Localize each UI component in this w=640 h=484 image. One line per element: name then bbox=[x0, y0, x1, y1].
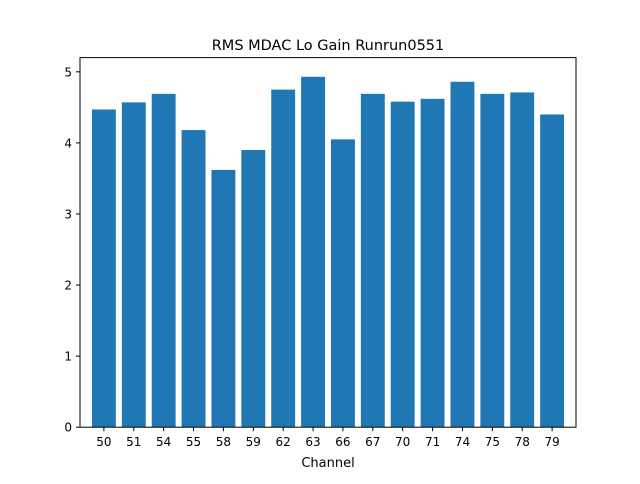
bars-group bbox=[91, 76, 565, 428]
bar-63 bbox=[301, 76, 326, 428]
x-tick-label-78: 78 bbox=[515, 435, 530, 449]
bar-51 bbox=[121, 102, 146, 428]
chart-title: RMS MDAC Lo Gain Runrun0551 bbox=[212, 38, 445, 54]
x-tick-label-79: 79 bbox=[544, 435, 559, 449]
x-tick-label-74: 74 bbox=[455, 435, 470, 449]
bar-75 bbox=[480, 93, 505, 428]
y-tick-label-3: 3 bbox=[64, 207, 72, 221]
bar-50 bbox=[91, 109, 116, 428]
x-tick-label-63: 63 bbox=[305, 435, 320, 449]
y-tick-label-5: 5 bbox=[64, 65, 72, 79]
x-tick-label-66: 66 bbox=[335, 435, 350, 449]
y-tick-label-0: 0 bbox=[64, 421, 72, 435]
bar-67 bbox=[360, 93, 385, 428]
x-tick-label-62: 62 bbox=[276, 435, 291, 449]
y-tick-label-1: 1 bbox=[64, 350, 72, 364]
y-tick-label-2: 2 bbox=[64, 279, 72, 293]
x-tick-label-59: 59 bbox=[246, 435, 261, 449]
x-axis-label: Channel bbox=[301, 456, 354, 471]
bar-55 bbox=[181, 130, 206, 428]
plot-frame bbox=[79, 57, 577, 428]
bar-74 bbox=[450, 81, 475, 428]
y-axis: 0 1 2 3 4 5 bbox=[64, 65, 80, 435]
bar-66 bbox=[330, 139, 355, 428]
bar-70 bbox=[390, 101, 415, 428]
x-tick-label-58: 58 bbox=[216, 435, 231, 449]
bar-79 bbox=[540, 114, 565, 428]
x-tick-label-54: 54 bbox=[156, 435, 171, 449]
x-axis: 50 51 54 55 58 59 62 63 66 67 70 71 74 75 78 79 bbox=[96, 427, 560, 449]
bar-62 bbox=[271, 89, 296, 428]
bar-59 bbox=[241, 150, 266, 428]
x-tick-label-70: 70 bbox=[395, 435, 410, 449]
x-tick-label-51: 51 bbox=[126, 435, 141, 449]
x-tick-label-67: 67 bbox=[365, 435, 380, 449]
x-tick-label-55: 55 bbox=[186, 435, 201, 449]
x-tick-label-75: 75 bbox=[485, 435, 500, 449]
bar-71 bbox=[420, 98, 445, 428]
x-tick-label-50: 50 bbox=[96, 435, 111, 449]
bar-54 bbox=[151, 93, 176, 428]
y-tick-label-4: 4 bbox=[64, 136, 72, 150]
bar-58 bbox=[211, 169, 236, 428]
x-tick-label-71: 71 bbox=[425, 435, 440, 449]
bar-78 bbox=[510, 92, 535, 428]
